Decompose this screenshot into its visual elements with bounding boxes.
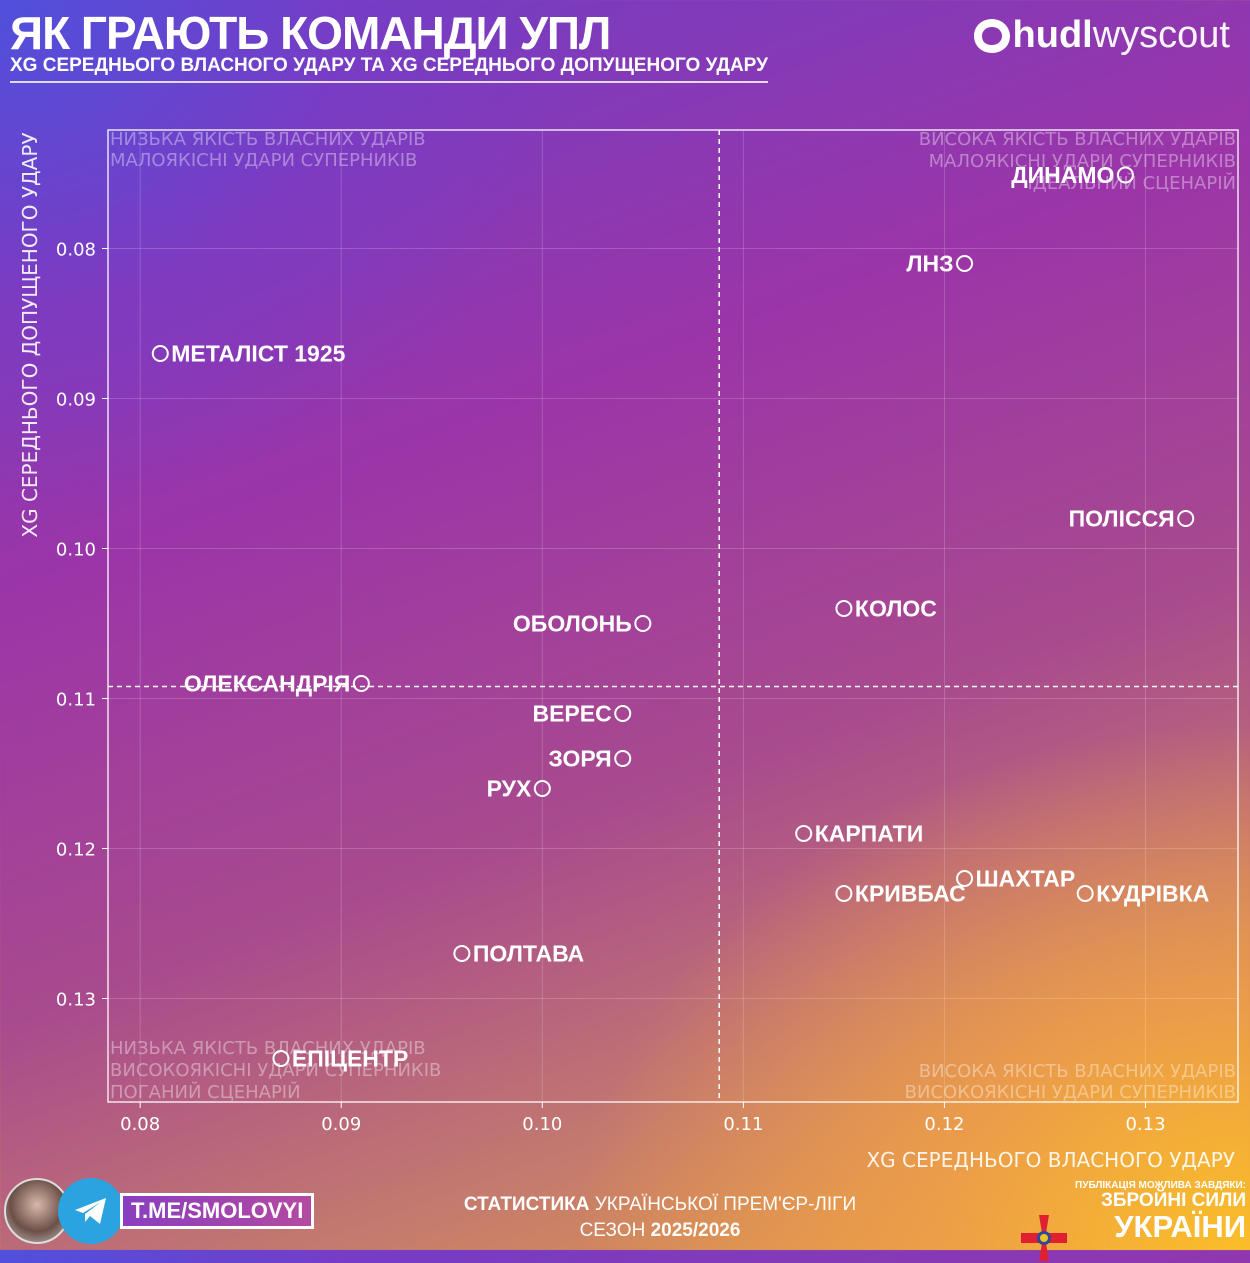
quadrant-label-top-right: ВИСОКА ЯКІСТЬ ВЛАСНИХ УДАРІВ xyxy=(919,129,1236,150)
data-point xyxy=(1076,885,1094,902)
data-point xyxy=(1177,510,1195,527)
data-point xyxy=(272,1050,290,1067)
quadrant-label-top-left: МАЛОЯКІСНІ УДАРИ СУПЕРНИКІВ xyxy=(110,150,417,171)
stats-bold: СТАТИСТИКА xyxy=(463,1194,590,1215)
data-point xyxy=(151,345,169,362)
telegram-block: T.ME/SMOLOVYI xyxy=(4,1178,315,1244)
zsu-large: УКРАЇНИ xyxy=(1114,1209,1246,1244)
data-point xyxy=(795,825,813,842)
x-tick-label: 0.10 xyxy=(522,1114,562,1135)
footer-caption: СТАТИСТИКА УКРАЇНСЬКОЇ ПРЕМ'ЄР-ЛІГИ СЕЗО… xyxy=(440,1192,880,1244)
x-tick-label: 0.13 xyxy=(1125,1114,1165,1135)
zsu-cross-icon xyxy=(1021,1215,1068,1261)
quadrant-label-top-left: НИЗЬКА ЯКІСТЬ ВЛАСНИХ УДАРІВ xyxy=(110,129,426,150)
x-axis-label: XG СЕРЕДНЬОГО ВЛАСНОГО УДАРУ xyxy=(866,1148,1235,1172)
data-point xyxy=(614,705,632,722)
quadrant-label-bottom-left: ПОГАНИЙ СЦЕНАРІЙ xyxy=(110,1081,301,1103)
quadrant-label-top-right: МАЛОЯКІСНІ УДАРИ СУПЕРНИКІВ xyxy=(929,151,1236,172)
quadrant-label-bottom-right: ВИСОКА ЯКІСТЬ ВЛАСНИХ УДАРІВ xyxy=(919,1061,1236,1082)
team-label: ЗОРЯ xyxy=(548,746,611,772)
x-tick-label: 0.08 xyxy=(120,1114,160,1135)
page-subtitle: XG СЕРЕДНЬОГО ВЛАСНОГО УДАРУ ТА XG СЕРЕД… xyxy=(10,55,768,83)
zsu-caption: ПУБЛІКАЦІЯ МОЖЛИВА ЗАВДЯКИ: xyxy=(1075,1180,1246,1191)
quadrant-label-bottom-right: ВИСОКОЯКІСНІ УДАРИ СУПЕРНИКІВ xyxy=(905,1082,1236,1103)
x-tick-label: 0.09 xyxy=(321,1114,361,1135)
quadrant-label-bottom-left: НИЗЬКА ЯКІСТЬ ВЛАСНИХ УДАРІВ xyxy=(110,1038,426,1059)
y-tick-label: 0.09 xyxy=(56,390,96,411)
data-point xyxy=(835,885,853,902)
season-label: СЕЗОН xyxy=(579,1220,651,1241)
team-label: ПОЛТАВА xyxy=(473,941,584,967)
y-tick-label: 0.08 xyxy=(56,240,96,261)
page-title: ЯК ГРАЮТЬ КОМАНДИ УПЛ xyxy=(10,7,611,59)
y-tick-label: 0.13 xyxy=(56,990,96,1011)
stats-rest: УКРАЇНСЬКОЇ ПРЕМ'ЄР-ЛІГИ xyxy=(589,1194,857,1215)
logo-hudl: hudl xyxy=(1012,14,1093,56)
hudl-wyscout-logo: hudl wyscout xyxy=(971,14,1230,57)
telegram-icon[interactable] xyxy=(58,1178,124,1244)
team-label: МЕТАЛІСТ 1925 xyxy=(171,341,345,367)
data-point xyxy=(453,945,471,962)
team-label: КАРПАТИ xyxy=(815,821,924,847)
season-value: 2025/2026 xyxy=(650,1220,741,1241)
data-point xyxy=(533,780,551,797)
hudl-logo-icon xyxy=(973,18,1010,53)
y-tick-label: 0.11 xyxy=(56,690,96,711)
zsu-block: ПУБЛІКАЦІЯ МОЖЛИВА ЗАВДЯКИ: ЗБРОЙНІ СИЛИ… xyxy=(1021,1180,1246,1261)
logo-wyscout: wyscout xyxy=(1092,14,1230,56)
team-label: ВЕРЕС xyxy=(532,701,611,727)
team-label: ЛНЗ xyxy=(906,251,953,277)
team-label: КОЛОС xyxy=(855,596,937,622)
y-tick-label: 0.12 xyxy=(56,840,96,861)
team-label: ОЛЕКСАНДРІЯ xyxy=(184,671,350,697)
team-label: ЕПІЦЕНТР xyxy=(292,1046,408,1072)
quadrant-label-top-right: ІДЕАЛЬНИЙ СЦЕНАРІЙ xyxy=(1027,172,1236,194)
team-label: КРИВБАС xyxy=(855,881,966,907)
data-point xyxy=(634,615,652,632)
team-label: ШАХТАР xyxy=(976,866,1076,892)
data-point xyxy=(835,600,853,617)
x-tick-label: 0.11 xyxy=(723,1114,763,1135)
team-label: ОБОЛОНЬ xyxy=(513,611,632,637)
data-point xyxy=(1116,166,1134,184)
y-tick-label: 0.10 xyxy=(56,540,96,561)
plot-frame xyxy=(107,129,1239,1103)
y-axis-label: XG СЕРЕДНЬОГО ДОПУЩЕНОГО УДАРУ xyxy=(18,132,42,537)
team-label: ПОЛІССЯ xyxy=(1069,506,1175,532)
team-label: КУДРІВКА xyxy=(1096,881,1209,907)
data-point xyxy=(352,675,370,692)
quadrant-label-bottom-left: ВИСОКОЯКІСНІ УДАРИ СУПЕРНИКІВ xyxy=(110,1060,441,1081)
zsu-mid: ЗБРОЙНІ СИЛИ xyxy=(1100,1190,1246,1211)
data-point xyxy=(956,255,974,272)
team-label: ДИНАМО xyxy=(1011,162,1114,188)
data-point xyxy=(614,750,632,767)
team-label: РУХ xyxy=(487,776,532,802)
x-tick-label: 0.12 xyxy=(924,1114,964,1135)
telegram-link[interactable]: T.ME/SMOLOVYI xyxy=(120,1193,315,1229)
data-point xyxy=(956,870,974,887)
